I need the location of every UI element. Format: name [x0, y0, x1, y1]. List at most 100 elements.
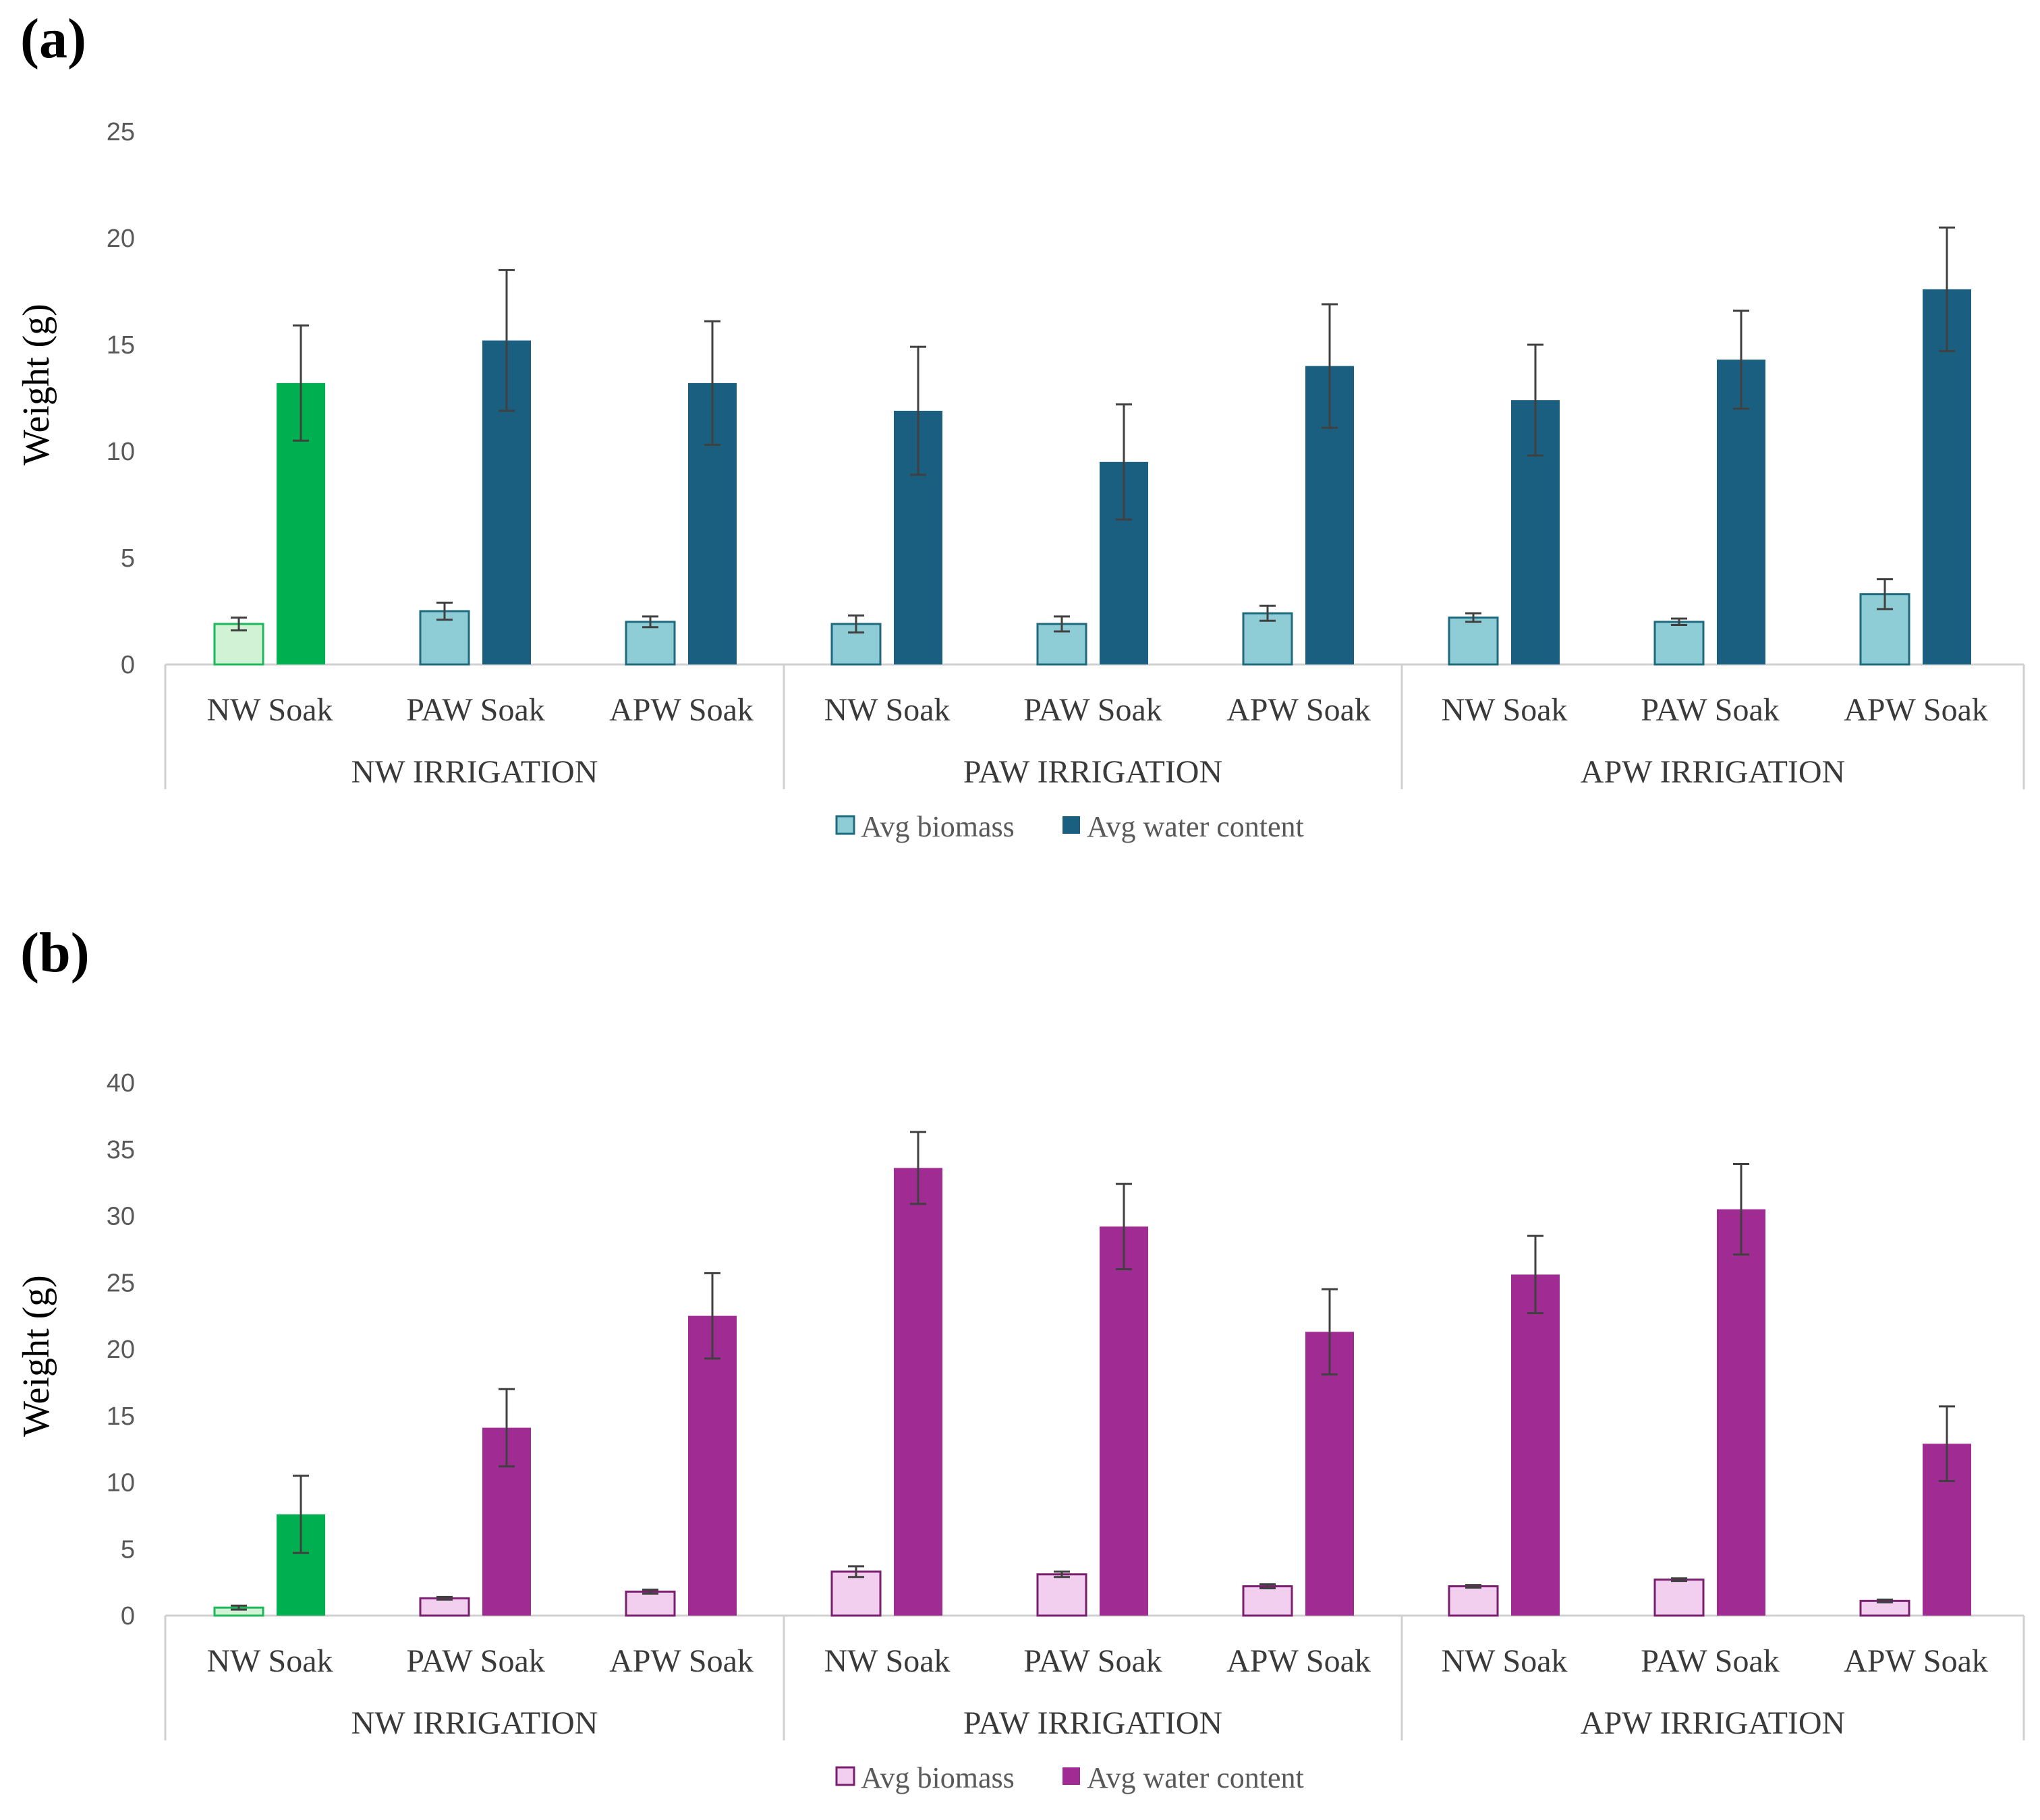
- bar-avg-biomass: [1036, 1573, 1087, 1617]
- y-tick-label: 0: [121, 651, 135, 679]
- chart-panel-a: (a) Weight (g) 0 5 10 15 20 25 NW Soak PAW So…: [16, 7, 2025, 843]
- y-axis-title-b: Weight (g): [16, 1275, 57, 1437]
- panel-label-a: (a): [20, 7, 86, 70]
- legend-swatch-water: [1062, 816, 1080, 834]
- category-label: NW Soak: [824, 1643, 950, 1679]
- category-label: APW Soak: [1844, 1643, 1988, 1679]
- error-bar: [499, 1388, 515, 1468]
- legend-a: Avg biomass Avg water content: [835, 810, 1304, 843]
- category-label: NW Soak: [1441, 692, 1567, 728]
- bar-avg-water-content: [1100, 1226, 1148, 1616]
- y-tick-label: 20: [107, 225, 135, 253]
- y-axis-title-a: Weight (g): [16, 304, 57, 465]
- legend-swatch-biomass: [835, 1766, 855, 1786]
- y-tick-label: 35: [107, 1136, 135, 1164]
- group-label-apw-irrigation: APW IRRIGATION: [1581, 1705, 1845, 1741]
- category-label: APW Soak: [1844, 692, 1988, 728]
- y-tick-label: 20: [107, 1336, 135, 1364]
- error-bar: [499, 268, 515, 412]
- y-tick-label: 10: [107, 1469, 135, 1498]
- bar-avg-biomass: [1242, 1585, 1293, 1617]
- category-label: PAW Soak: [1641, 692, 1780, 728]
- category-label: PAW Soak: [406, 1643, 545, 1679]
- error-bar: [1116, 1183, 1132, 1270]
- legend-label-water: Avg water content: [1087, 1761, 1304, 1794]
- y-tick-label: 0: [121, 1602, 135, 1630]
- error-bar: [436, 601, 453, 621]
- error-bar: [848, 1565, 864, 1579]
- error-bar: [1733, 309, 1749, 410]
- error-bar: [1671, 1577, 1687, 1583]
- category-label: PAW Soak: [406, 692, 545, 728]
- error-bar: [848, 614, 864, 634]
- error-bar: [1322, 1288, 1338, 1376]
- y-tick-label: 15: [107, 1402, 135, 1431]
- bar-avg-water-content: [894, 1168, 942, 1616]
- error-bar: [704, 1272, 720, 1360]
- error-bar: [1939, 226, 1955, 352]
- bar-avg-water-content: [1511, 1274, 1560, 1616]
- category-axis-a: NW Soak PAW Soak APW Soak NW Soak PAW So…: [206, 692, 1987, 790]
- error-bar: [1877, 1598, 1893, 1603]
- category-label: APW Soak: [1226, 1643, 1371, 1679]
- error-bar: [1465, 1584, 1481, 1589]
- bar-avg-water-content: [1717, 360, 1765, 664]
- bar-avg-biomass: [625, 621, 676, 666]
- y-tick-label: 10: [107, 438, 135, 466]
- error-bar: [293, 324, 309, 442]
- category-label: PAW Soak: [1023, 1643, 1162, 1679]
- error-bars-a: [231, 226, 1955, 634]
- y-tick-label: 30: [107, 1203, 135, 1231]
- category-label: NW Soak: [824, 692, 950, 728]
- error-bar: [642, 1588, 658, 1595]
- gridlines-a: [164, 663, 2025, 789]
- bar-avg-biomass: [1448, 1585, 1499, 1617]
- bar-avg-biomass: [830, 1570, 882, 1617]
- legend-swatch-water: [1062, 1767, 1080, 1785]
- y-tick-label: 15: [107, 331, 135, 360]
- y-tick-label: 5: [121, 544, 135, 573]
- bar-avg-biomass: [1653, 1579, 1705, 1617]
- error-bar: [1116, 403, 1132, 521]
- error-bar: [1527, 1234, 1543, 1315]
- error-bar: [231, 616, 247, 631]
- error-bar: [1322, 303, 1338, 429]
- error-bar: [293, 1475, 309, 1554]
- bar-avg-water-content: [1717, 1209, 1765, 1616]
- legend-swatch-biomass: [835, 815, 855, 835]
- category-axis-b: NW Soak PAW Soak APW Soak NW Soak PAW So…: [206, 1643, 1987, 1741]
- panel-label-b: (b): [20, 921, 90, 984]
- group-label-nw-irrigation: NW IRRIGATION: [351, 1705, 598, 1741]
- bar-avg-biomass: [419, 610, 470, 666]
- error-bar: [436, 1595, 453, 1601]
- error-bar: [1939, 1405, 1955, 1483]
- category-label: NW Soak: [206, 692, 333, 728]
- error-bar: [1527, 343, 1543, 457]
- legend-b: Avg biomass Avg water content: [835, 1761, 1304, 1794]
- group-label-paw-irrigation: PAW IRRIGATION: [963, 754, 1222, 790]
- category-label: APW Soak: [609, 1643, 754, 1679]
- error-bars-b: [231, 1131, 1955, 1611]
- category-label: NW Soak: [1441, 1643, 1567, 1679]
- bar-avg-biomass: [1653, 621, 1705, 666]
- bar-avg-water-content: [1305, 1332, 1354, 1616]
- error-bar: [1671, 617, 1687, 627]
- bar-avg-biomass: [1448, 616, 1499, 666]
- y-tick-label: 5: [121, 1535, 135, 1564]
- error-bar: [642, 615, 658, 629]
- legend-label-water: Avg water content: [1087, 810, 1304, 843]
- bars-a: [213, 289, 1971, 666]
- group-label-apw-irrigation: APW IRRIGATION: [1581, 754, 1845, 790]
- category-label: PAW Soak: [1023, 692, 1162, 728]
- error-bar: [1259, 604, 1276, 622]
- error-bar: [231, 1604, 247, 1611]
- y-tick-label: 40: [107, 1069, 135, 1098]
- error-bar: [1733, 1162, 1749, 1256]
- group-label-paw-irrigation: PAW IRRIGATION: [963, 1705, 1222, 1741]
- category-label: NW Soak: [206, 1643, 333, 1679]
- bar-avg-water-content: [688, 1315, 737, 1616]
- error-bar: [910, 345, 926, 476]
- y-ticks-a: 0 5 10 15 20 25: [107, 118, 135, 679]
- error-bar: [1054, 1570, 1070, 1579]
- error-bar: [1465, 612, 1481, 623]
